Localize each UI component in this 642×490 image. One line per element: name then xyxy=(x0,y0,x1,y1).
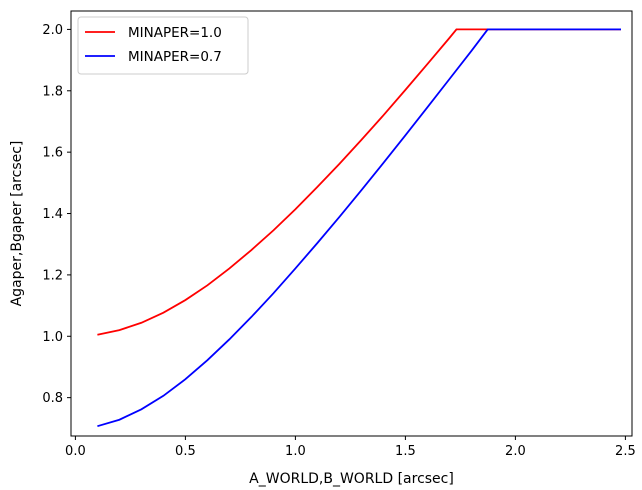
legend-label-1: MINAPER=1.0 xyxy=(128,25,222,41)
legend-label-2: MINAPER=0.7 xyxy=(128,49,222,65)
x-tick-label: 1.0 xyxy=(285,444,306,459)
x-tick-label: 0.0 xyxy=(65,444,86,459)
series-line-1 xyxy=(97,28,621,336)
x-tick-label: 1.5 xyxy=(395,444,416,459)
x-tick-label: 2.0 xyxy=(505,444,526,459)
series-lines xyxy=(97,28,621,428)
y-axis-ticks: 0.8 1.0 1.2 1.4 1.6 1.8 2.0 xyxy=(42,23,71,406)
x-axis-label: A_WORLD,B_WORLD [arcsec] xyxy=(249,471,454,487)
y-tick-label: 1.8 xyxy=(42,84,63,99)
y-tick-label: 2.0 xyxy=(42,23,63,38)
y-tick-label: 1.6 xyxy=(42,146,63,161)
legend-frame xyxy=(77,16,249,75)
series-line-2 xyxy=(97,28,621,428)
y-tick-label: 1.2 xyxy=(42,268,63,283)
x-axis-ticks: 0.0 0.5 1.0 1.5 2.0 2.5 xyxy=(65,436,636,459)
y-tick-label: 0.8 xyxy=(42,391,63,406)
y-tick-label: 1.0 xyxy=(42,330,63,345)
x-tick-label: 0.5 xyxy=(175,444,196,459)
x-tick-label: 2.5 xyxy=(615,444,636,459)
y-tick-label: 1.4 xyxy=(42,207,63,222)
plot-area-frame xyxy=(70,10,633,437)
y-axis-label: Agaper,Bgaper [arcsec] xyxy=(9,141,25,307)
legend: MINAPER=1.0 MINAPER=0.7 xyxy=(77,16,249,75)
